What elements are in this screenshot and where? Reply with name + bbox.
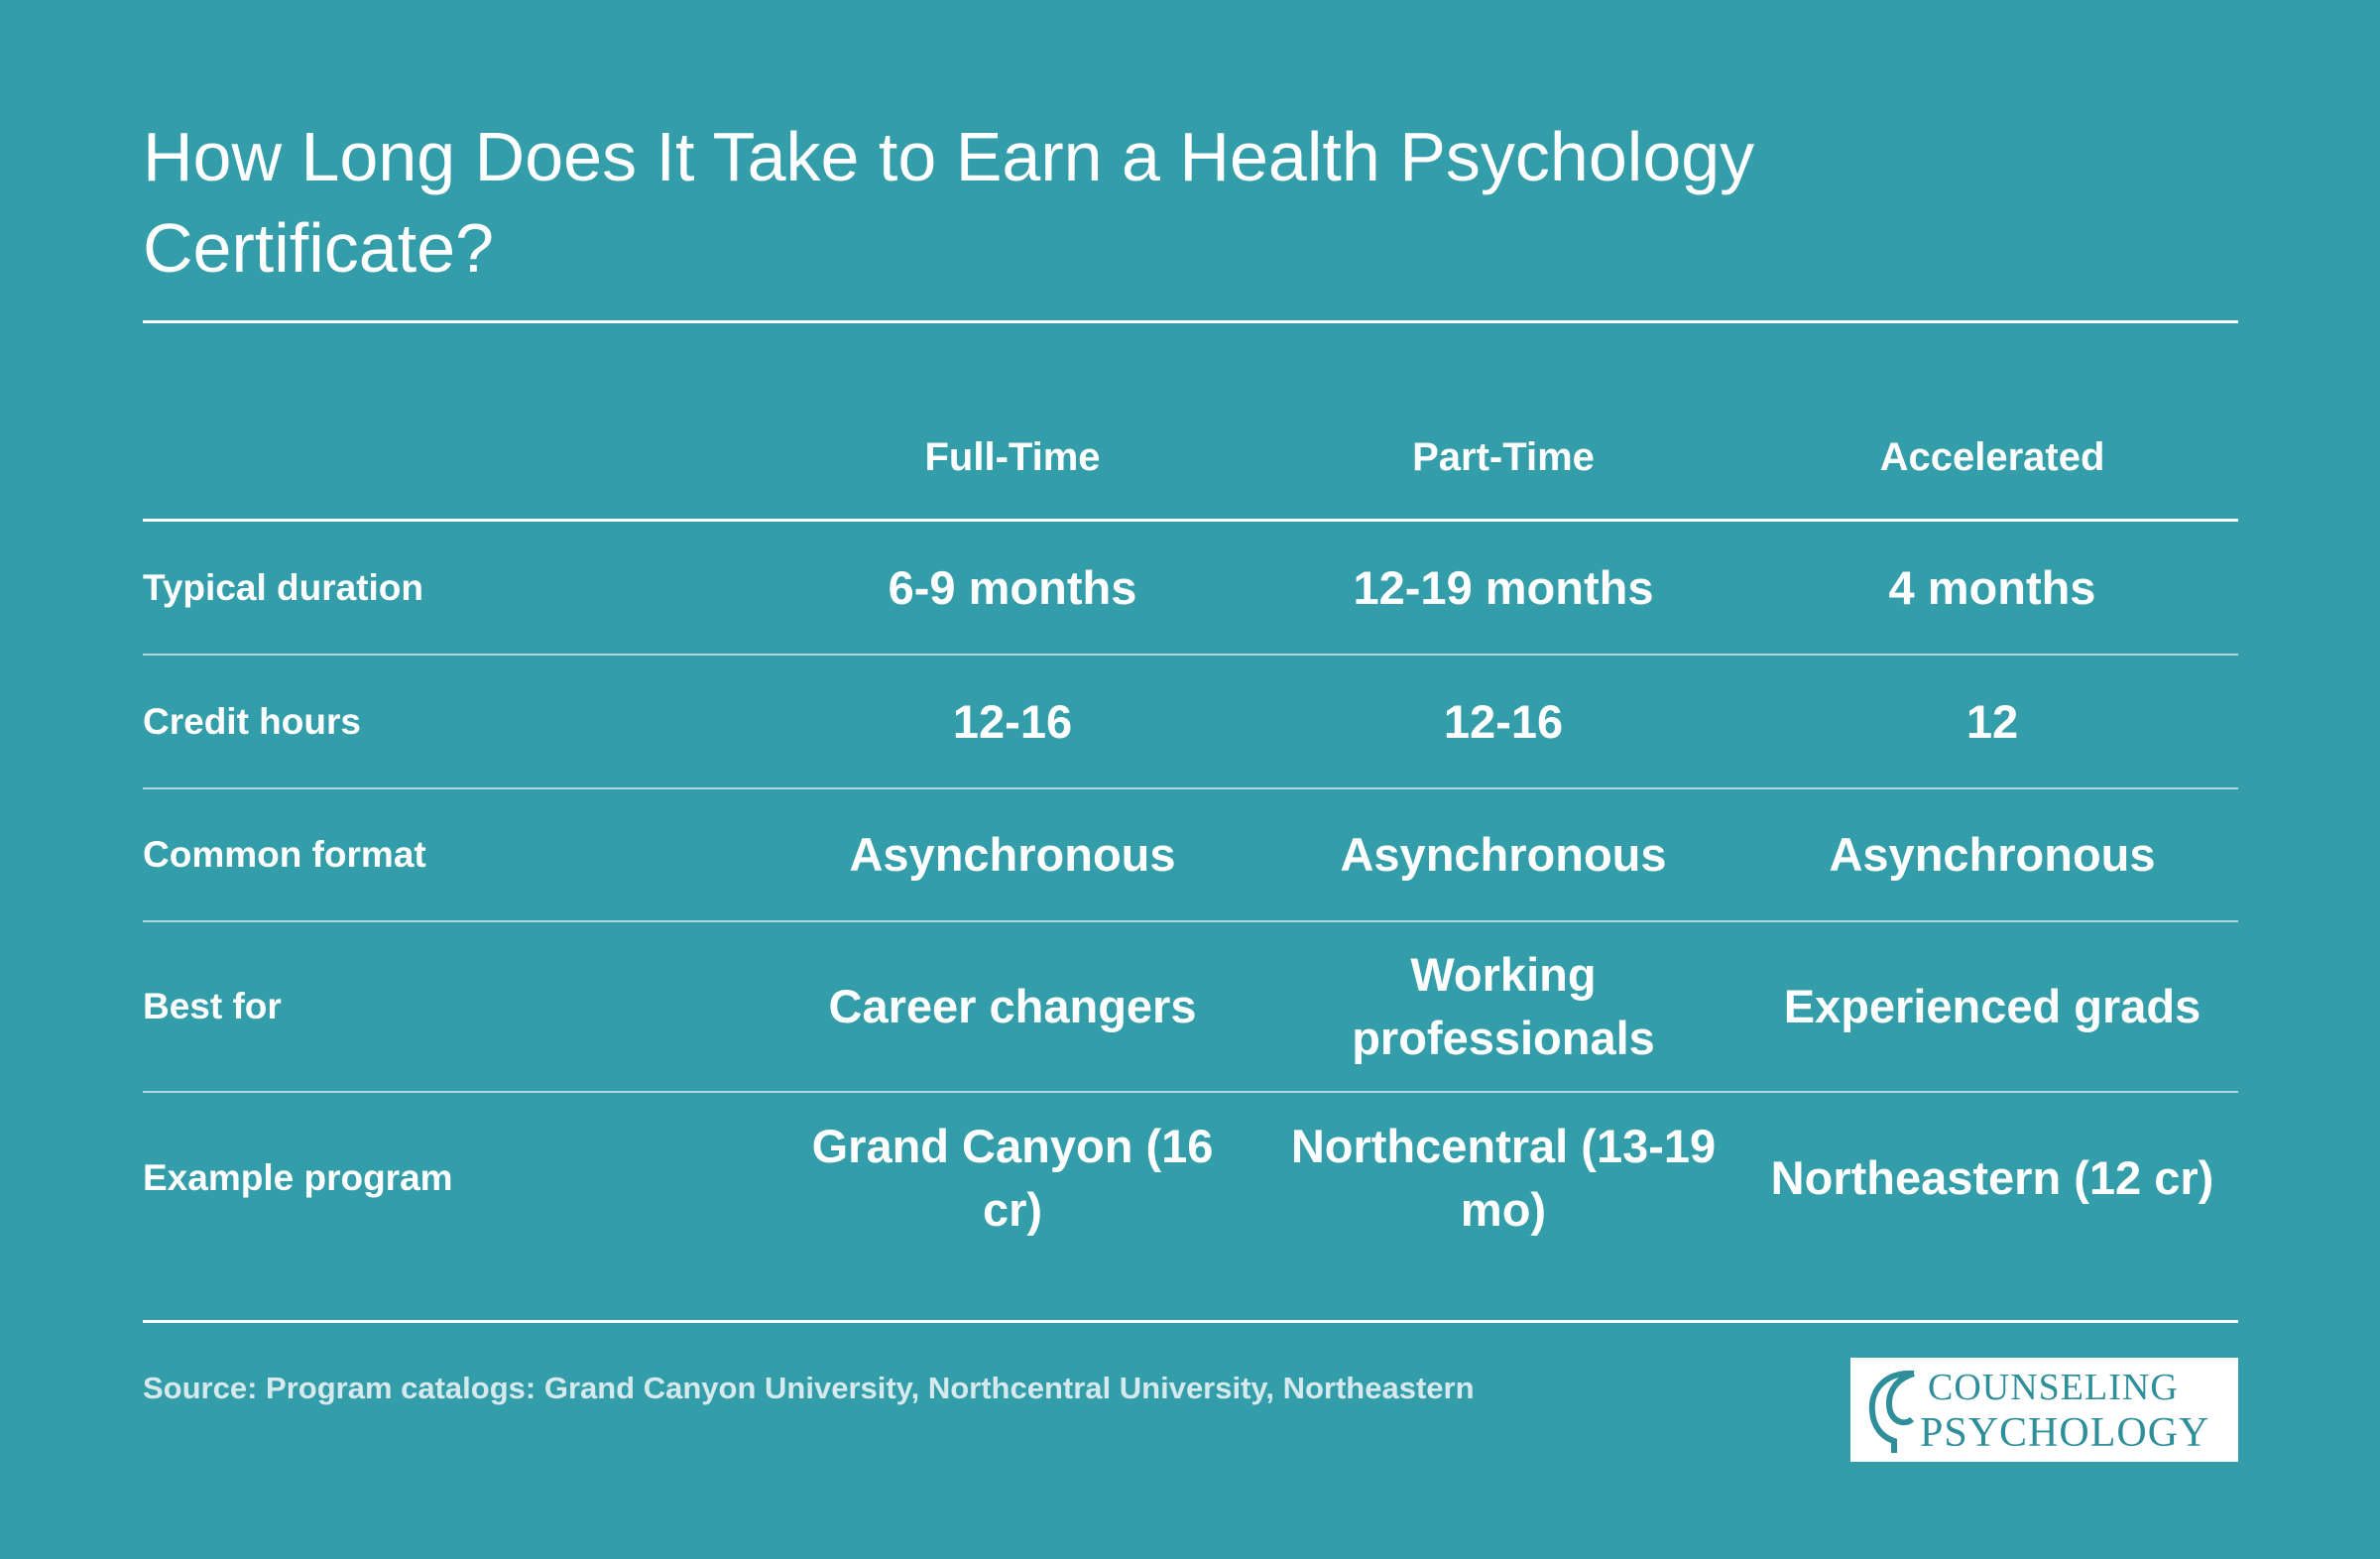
cell-value: Northcentral (13-19 mo) xyxy=(1290,1120,1717,1236)
title-rule xyxy=(143,320,2238,323)
cell-value: 4 months xyxy=(1888,560,2096,614)
row-rule xyxy=(143,654,2238,656)
cell-value: 12-19 months xyxy=(1353,560,1654,614)
cell-value: Experienced grads xyxy=(1783,980,2202,1032)
row-label: Common format xyxy=(143,834,426,875)
column-header: Full-Time xyxy=(924,434,1101,479)
column-header: Part-Time xyxy=(1412,434,1595,479)
cell-value: Northeastern (12 cr) xyxy=(1770,1151,2214,1204)
row-label: Typical duration xyxy=(143,566,424,608)
row-rule xyxy=(143,1091,2238,1093)
logo: COUNSELING PSYCHOLOGY xyxy=(1850,1358,2238,1462)
footer-rule xyxy=(143,1320,2238,1323)
row-rule xyxy=(143,920,2238,922)
cell-value: 12-16 xyxy=(952,694,1073,748)
cell-value: 12 xyxy=(1965,694,2019,748)
cell-value: Career changers xyxy=(828,980,1197,1032)
cell-value: Asynchronous xyxy=(1829,828,2156,881)
logo-line: PSYCHOLOGY xyxy=(1920,1410,2210,1456)
column-header: Accelerated xyxy=(1879,434,2105,479)
source: Source: Program catalogs: Grand Canyon U… xyxy=(143,1371,1475,1405)
cell-value: Asynchronous xyxy=(1340,828,1667,881)
title: How Long Does It Take to Earn a Health P… xyxy=(143,118,1755,287)
cell-value: 6-9 months xyxy=(888,560,1137,614)
cell-value: Grand Canyon (16 cr) xyxy=(811,1120,1214,1236)
logo-line: COUNSELING xyxy=(1928,1367,2179,1408)
row-rule xyxy=(143,787,2238,789)
row-label: Best for xyxy=(143,986,282,1026)
row-label: Example program xyxy=(143,1157,453,1198)
cell-value: Working professionals xyxy=(1352,948,1655,1064)
cell-value: Asynchronous xyxy=(849,828,1176,881)
logo-icon xyxy=(1868,1370,1916,1453)
row-label: Credit hours xyxy=(143,700,361,742)
cell-value: 12-16 xyxy=(1443,694,1564,748)
header-rule xyxy=(143,519,2238,522)
